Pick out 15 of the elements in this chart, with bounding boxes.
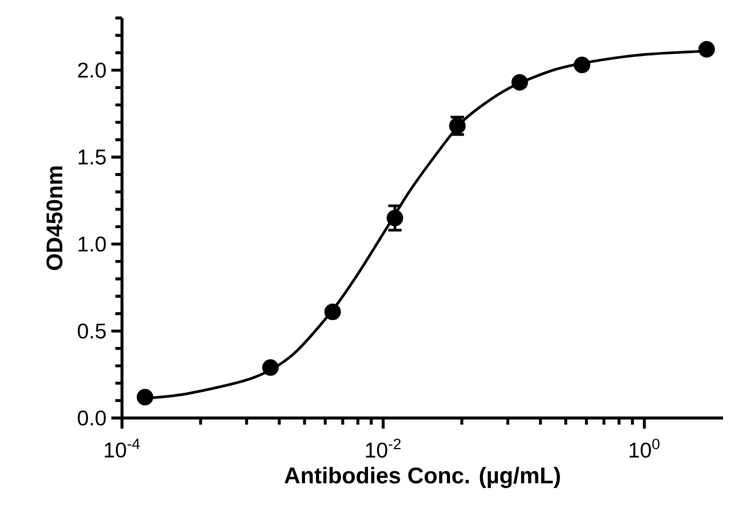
y-tick-label: 1.5 <box>78 150 106 165</box>
y-tick-label: 0.0 <box>78 410 106 426</box>
point <box>324 304 341 320</box>
y-tick-label: 1.0 <box>78 236 106 252</box>
point <box>511 74 528 91</box>
point <box>574 56 590 74</box>
y-tick-label: 0.5 <box>78 323 106 339</box>
x-tick-label: 10$^{-4}$ <box>104 438 140 458</box>
y-tick-label: 2.0 <box>78 62 106 78</box>
point <box>386 210 404 226</box>
x-tick-label: 10$^{-2}$ <box>366 438 401 458</box>
y-axis-title: OD450nm <box>46 166 62 270</box>
point <box>262 359 279 376</box>
x-axis-title: Antibodies Conc. (µg/mL) <box>284 466 560 488</box>
x-tick-label: 10$^{0}$ <box>630 438 660 458</box>
